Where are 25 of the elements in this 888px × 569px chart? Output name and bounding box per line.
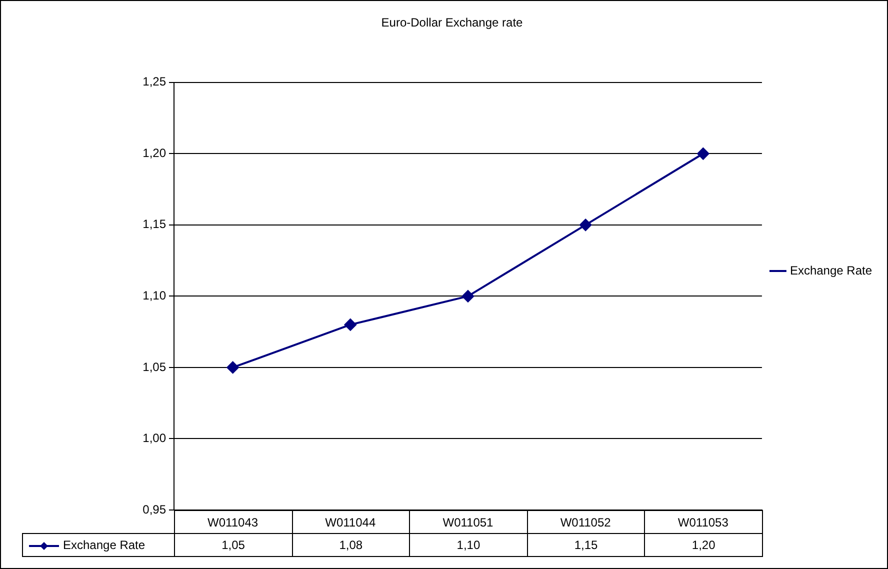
y-tick-label: 1,20 bbox=[142, 146, 166, 160]
x-tick-label: W011043 bbox=[208, 516, 258, 530]
x-tick-label: W011052 bbox=[560, 516, 612, 530]
y-tick-label: 1,10 bbox=[142, 288, 166, 303]
x-tick-label: W011053 bbox=[678, 516, 729, 530]
data-label: 1,05 bbox=[174, 534, 292, 556]
data-label: 1,08 bbox=[292, 534, 410, 556]
y-tick-label: 1,25 bbox=[142, 74, 166, 89]
point bbox=[697, 148, 710, 160]
x-tick-label: W011044 bbox=[325, 516, 376, 530]
data-label: 1,10 bbox=[410, 534, 528, 556]
point bbox=[580, 218, 592, 231]
data-label: 1,20 bbox=[644, 534, 762, 556]
y-tick-label: 1,15 bbox=[142, 217, 166, 232]
x-tick-label: W011051 bbox=[442, 516, 494, 530]
point bbox=[462, 290, 474, 302]
data-label: 1,15 bbox=[527, 534, 645, 556]
y-tick-label: 1,05 bbox=[142, 360, 166, 374]
y-tick-label: 0,95 bbox=[142, 502, 166, 516]
point bbox=[344, 318, 356, 331]
chart-title: Euro-Dollar Exchange rate bbox=[381, 16, 524, 30]
text: Exchange Rate bbox=[63, 538, 146, 552]
legend-label: Exchange Rate bbox=[790, 263, 872, 278]
y-tick-label: 1,00 bbox=[142, 431, 166, 446]
point bbox=[226, 361, 239, 374]
